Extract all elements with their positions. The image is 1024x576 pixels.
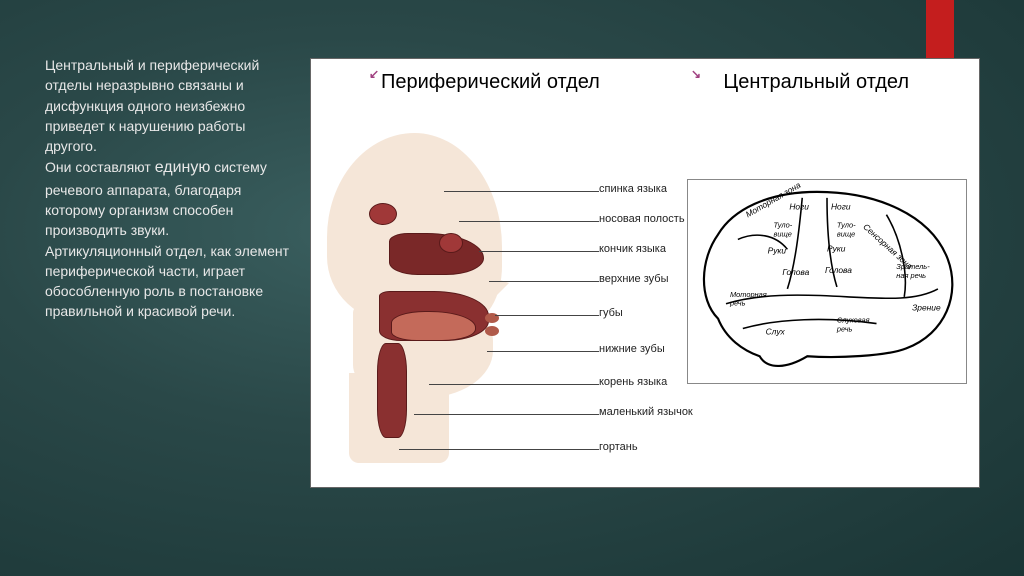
sphenoid-sinus (439, 233, 463, 253)
brain-label: Руки (768, 245, 787, 255)
anatomy-label: верхние зубы (599, 273, 668, 285)
leader-line (479, 251, 599, 252)
anatomy-label: корень языка (599, 376, 667, 388)
heading-central: Центральный отдел (723, 71, 909, 94)
lower-lip (485, 326, 499, 336)
brain-label: Руки (827, 243, 846, 253)
arrow-marker-right: ↘ (691, 67, 701, 81)
description-text: Центральный и периферический отделы нера… (45, 55, 295, 322)
leader-line (489, 281, 599, 282)
brain-label: Голова (825, 265, 852, 275)
leader-line (487, 351, 599, 352)
brain-diagram: Моторная зонаНогиНогиТуло-вищеТуло-вищеР… (687, 179, 967, 384)
anatomy-label: спинка языка (599, 183, 667, 195)
leader-line (495, 315, 599, 316)
brain-label: Голова (782, 267, 809, 277)
brain-label: вище (774, 229, 792, 238)
brain-label: Зритель- (896, 262, 930, 271)
brain-label: Зрение (912, 303, 941, 313)
brain-label: Моторная зона (744, 180, 803, 219)
paragraph-2: Они составляют единую систему речевого а… (45, 156, 295, 240)
brain-label: речь (729, 299, 746, 308)
head-sagittal-diagram: спинка языка носовая полость кончик языка в… (319, 123, 694, 463)
frontal-sinus (369, 203, 397, 225)
paragraph-3: Артикуляционный отдел, как элемент периф… (45, 241, 295, 322)
brain-svg: Моторная зонаНогиНогиТуло-вищеТуло-вищеР… (688, 180, 966, 383)
anatomy-label: нижние зубы (599, 343, 665, 355)
heading-peripheral: Периферический отдел (381, 71, 600, 94)
anatomy-figure: ↙ Периферический отдел ↘ Центральный отд… (310, 58, 980, 488)
leader-line (459, 221, 599, 222)
brain-label: Ноги (831, 202, 851, 212)
leader-line (399, 449, 599, 450)
anatomy-label: гортань (599, 441, 638, 453)
tongue-shape (391, 311, 476, 341)
brain-label: Слуховая (837, 316, 870, 325)
brain-label: ная речь (896, 271, 926, 280)
brain-label: Ноги (789, 202, 809, 212)
leader-line (444, 191, 599, 192)
brain-label: Туло- (837, 221, 856, 230)
brain-label: Слух (766, 326, 786, 336)
brain-label: вище (837, 229, 855, 238)
anatomy-label: кончик языка (599, 243, 666, 255)
anatomy-label: губы (599, 307, 623, 319)
brain-label: Моторная (730, 290, 767, 299)
leader-line (414, 414, 599, 415)
arrow-marker-left: ↙ (369, 67, 379, 81)
brain-label: речь (836, 325, 853, 334)
brain-label: Туло- (774, 221, 793, 230)
anatomy-label: носовая полость (599, 213, 685, 225)
leader-line (429, 384, 599, 385)
paragraph-1: Центральный и периферический отделы нера… (45, 55, 295, 156)
anatomy-label: маленький язычок (599, 406, 693, 418)
pharynx-shape (377, 343, 407, 438)
